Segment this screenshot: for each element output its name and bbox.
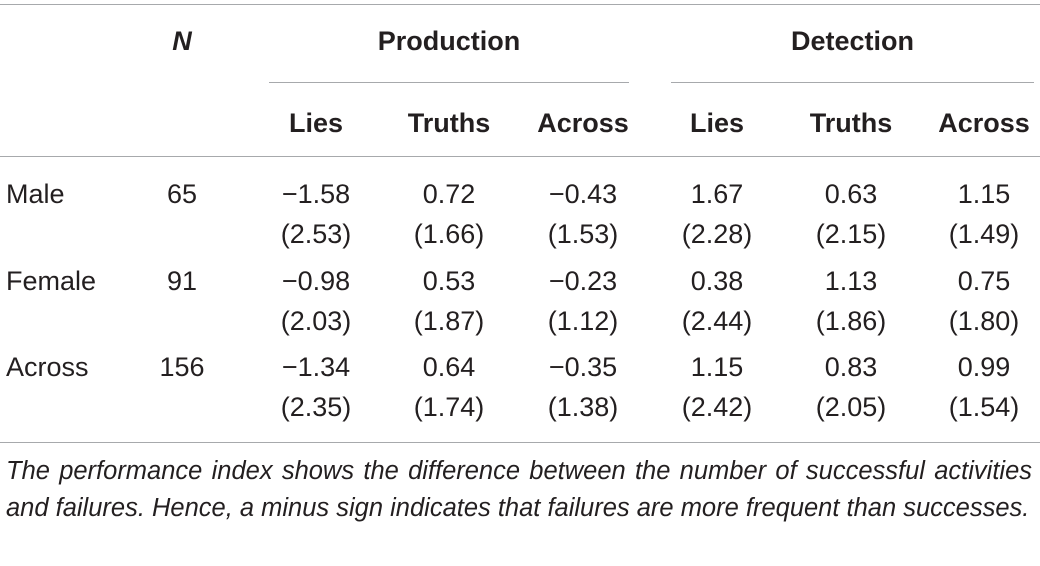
mean-cell: −1.58 xyxy=(281,179,351,209)
mean-cell: 1.15 xyxy=(690,352,744,382)
mean-cell: 1.15 xyxy=(957,179,1011,209)
row-n: 91 xyxy=(166,266,198,296)
production-across-header: Across xyxy=(537,108,629,138)
mean-cell: 1.13 xyxy=(824,266,878,296)
mean-cell: 0.75 xyxy=(957,266,1011,296)
sd-cell: (1.74) xyxy=(413,392,485,422)
sd-cell: (2.15) xyxy=(815,219,887,249)
table-footnote: The performance index shows the differen… xyxy=(6,457,1032,522)
detection-lies-header: Lies xyxy=(689,108,745,138)
sd-cell: (2.28) xyxy=(681,219,753,249)
sd-cell: (1.12) xyxy=(547,306,619,336)
sd-cell: (1.86) xyxy=(815,306,887,336)
sd-cell: (2.35) xyxy=(280,392,352,422)
detection-across-header: Across xyxy=(938,108,1030,138)
sd-cell: (2.03) xyxy=(280,306,352,336)
sd-cell: (2.42) xyxy=(681,392,753,422)
sd-cell: (1.66) xyxy=(413,219,485,249)
mean-cell: 0.72 xyxy=(422,179,476,209)
sd-cell: (1.80) xyxy=(948,306,1020,336)
header-bottom-rule xyxy=(0,156,1040,157)
mean-cell: 0.53 xyxy=(422,266,476,296)
detection-group-header: Detection xyxy=(790,26,915,56)
sd-cell: (2.44) xyxy=(681,306,753,336)
production-group-header: Production xyxy=(377,26,521,56)
mean-cell: 0.83 xyxy=(824,352,878,382)
mean-cell: −0.98 xyxy=(281,266,351,296)
row-label: Female xyxy=(6,266,97,296)
detection-truths-header: Truths xyxy=(809,108,893,138)
sd-cell: (1.54) xyxy=(948,392,1020,422)
mean-cell: 0.99 xyxy=(957,352,1011,382)
mean-cell: 1.67 xyxy=(690,179,744,209)
sd-cell: (1.49) xyxy=(948,219,1020,249)
mean-cell: −0.35 xyxy=(548,352,618,382)
production-lies-header: Lies xyxy=(288,108,344,138)
table-bottom-rule xyxy=(0,442,1040,443)
row-n: 65 xyxy=(166,179,198,209)
sd-cell: (1.87) xyxy=(413,306,485,336)
mean-cell: −1.34 xyxy=(281,352,351,382)
production-truths-header: Truths xyxy=(407,108,491,138)
mean-cell: 0.63 xyxy=(824,179,878,209)
top-rule xyxy=(0,4,1040,5)
production-group-rule xyxy=(269,82,629,83)
mean-cell: 0.64 xyxy=(422,352,476,382)
detection-group-rule xyxy=(671,82,1034,83)
mean-cell: −0.23 xyxy=(548,266,618,296)
row-label: Male xyxy=(6,179,65,209)
sd-cell: (1.38) xyxy=(547,392,619,422)
sd-cell: (1.53) xyxy=(547,219,619,249)
sd-cell: (2.05) xyxy=(815,392,887,422)
row-n: 156 xyxy=(159,352,205,382)
row-label: Across xyxy=(6,352,89,382)
mean-cell: −0.43 xyxy=(548,179,618,209)
n-column-header: N xyxy=(172,26,192,56)
mean-cell: 0.38 xyxy=(690,266,744,296)
sd-cell: (2.53) xyxy=(280,219,352,249)
